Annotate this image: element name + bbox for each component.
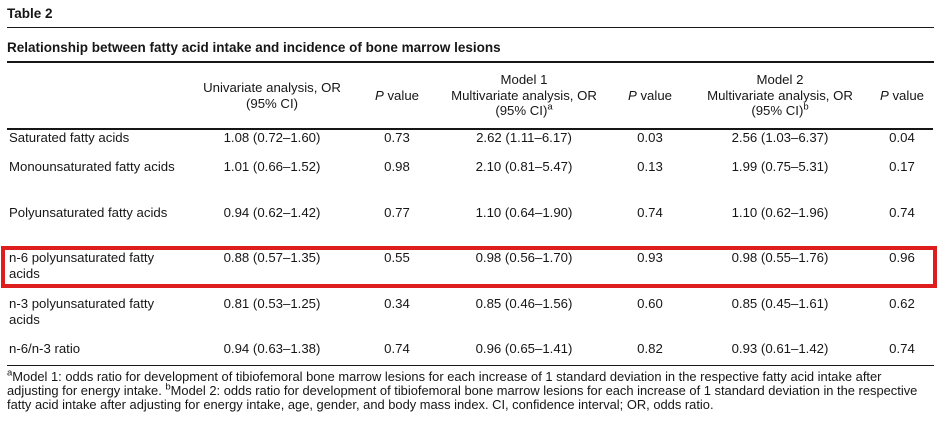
footnote-marker-b: b <box>165 381 171 393</box>
table-row-n6-n3-ratio: n-6/n-3 ratio 0.94 (0.63–1.38) 0.74 0.96… <box>7 341 933 365</box>
col-header-pvalue-3: P value <box>871 63 933 130</box>
table-number-label: Table 2 <box>7 6 53 21</box>
divider-above-footnote <box>7 365 934 366</box>
col-header-univariate: Univariate analysis, OR (95% CI) <box>187 63 357 130</box>
row-label: n-3 polyunsaturated fatty acids <box>9 296 155 327</box>
p-value: 0.60 <box>637 296 663 311</box>
model1-header-line2: Multivariate analysis, OR <box>451 87 597 103</box>
p-value: 0.74 <box>384 341 410 356</box>
p-value: 0.96 <box>889 250 915 265</box>
model1-header-line1: Model 1 <box>500 72 548 88</box>
p-value: 0.34 <box>384 296 410 311</box>
p-value: 0.77 <box>384 205 410 220</box>
model2-or-value: 0.85 (0.45–1.61) <box>731 296 829 311</box>
model2-or-value: 0.93 (0.61–1.42) <box>731 341 829 356</box>
footnote: aModel 1: odds ratio for development of … <box>7 366 934 413</box>
row-label: Polyunsaturated fatty acids <box>9 205 168 220</box>
univariate-header-line1: Univariate analysis, OR <box>203 80 341 95</box>
p-value: 0.74 <box>889 341 915 356</box>
model2-header-line1: Model 2 <box>756 72 804 88</box>
p-value: 0.04 <box>889 130 915 145</box>
footnote-model1-text: Model 1: odds ratio for development of t… <box>7 369 882 399</box>
model1-or-value: 0.98 (0.56–1.70) <box>475 250 573 265</box>
p-value: 0.03 <box>637 130 663 145</box>
p-italic: P <box>375 87 384 103</box>
univariate-or-value: 0.81 (0.53–1.25) <box>223 296 321 311</box>
model2-header-line2: Multivariate analysis, OR <box>707 87 853 103</box>
univariate-or-value: 0.88 (0.57–1.35) <box>223 250 321 265</box>
p-italic: P <box>880 87 889 103</box>
p-value: 0.74 <box>889 205 915 220</box>
p-italic: P <box>628 87 637 103</box>
model2-footnote-marker: b <box>803 101 809 113</box>
col-header-model1: Model 1 Multivariate analysis, OR (95% C… <box>437 63 611 130</box>
divider-under-title <box>7 61 934 63</box>
p-value: 0.55 <box>384 250 410 265</box>
col-header-pvalue-1: P value <box>357 63 437 130</box>
footnote-model2-text: Model 2: odds ratio for development of t… <box>7 383 918 413</box>
model2-or-value: 1.10 (0.62–1.96) <box>731 205 829 220</box>
univariate-or-value: 1.01 (0.66–1.52) <box>223 159 321 174</box>
univariate-header-line2: (95% CI) <box>245 95 299 111</box>
col-header-pvalue-2: P value <box>611 63 689 130</box>
model1-or-value: 0.96 (0.65–1.41) <box>475 341 573 356</box>
footnote-marker-a: a <box>7 367 13 379</box>
univariate-or-value: 0.94 (0.63–1.38) <box>223 341 321 356</box>
univariate-or-value: 0.94 (0.62–1.42) <box>223 205 321 220</box>
model1-footnote-marker: a <box>547 101 553 113</box>
table-row-saturated: Saturated fatty acids 1.08 (0.72–1.60) 0… <box>7 129 933 159</box>
univariate-or-value: 1.08 (0.72–1.60) <box>223 130 321 145</box>
model1-header-line3: (95% CI)a <box>495 101 553 119</box>
model2-or-value: 1.99 (0.75–5.31) <box>731 159 829 174</box>
stub-header-cell <box>7 63 187 130</box>
header-row: Univariate analysis, OR (95% CI) P value… <box>7 63 933 130</box>
table-row-polyunsaturated: Polyunsaturated fatty acids 0.94 (0.62–1… <box>7 205 933 250</box>
row-label: n-6/n-3 ratio <box>9 341 81 356</box>
row-label: Monounsaturated fatty acids <box>9 159 175 174</box>
p-value: 0.62 <box>889 296 915 311</box>
model1-or-value: 1.10 (0.64–1.90) <box>475 205 573 220</box>
p-value: 0.82 <box>637 341 663 356</box>
model1-or-value: 2.10 (0.81–5.47) <box>475 159 573 174</box>
table-row-monounsaturated: Monounsaturated fatty acids 1.01 (0.66–1… <box>7 159 933 205</box>
model2-header-line3: (95% CI)b <box>751 101 809 119</box>
p-value: 0.93 <box>637 250 663 265</box>
row-label: n-6 polyunsaturated fatty acids <box>9 250 155 281</box>
table-title: Relationship between fatty acid intake a… <box>7 40 501 55</box>
model1-or-value: 2.62 (1.11–6.17) <box>476 130 572 145</box>
p-value: 0.13 <box>637 159 663 174</box>
p-value: 0.17 <box>889 159 915 174</box>
p-rest: value <box>636 87 672 103</box>
model1-or-value: 0.85 (0.46–1.56) <box>475 296 573 311</box>
model2-or-value: 2.56 (1.03–6.37) <box>731 130 829 145</box>
p-value: 0.73 <box>384 130 410 145</box>
p-rest: value <box>383 87 419 103</box>
row-label: Saturated fatty acids <box>9 130 130 145</box>
results-table: Univariate analysis, OR (95% CI) P value… <box>7 63 933 365</box>
table-row-n3-polyunsaturated: n-3 polyunsaturated fatty acids 0.81 (0.… <box>7 296 933 341</box>
col-header-model2: Model 2 Multivariate analysis, OR (95% C… <box>689 63 871 130</box>
model2-or-value: 0.98 (0.55–1.76) <box>731 250 829 265</box>
divider-under-label <box>7 27 934 28</box>
p-value: 0.98 <box>384 159 410 174</box>
p-value: 0.74 <box>637 205 663 220</box>
p-rest: value <box>888 87 924 103</box>
table-row-n6-polyunsaturated-highlighted: n-6 polyunsaturated fatty acids 0.88 (0.… <box>7 250 933 296</box>
